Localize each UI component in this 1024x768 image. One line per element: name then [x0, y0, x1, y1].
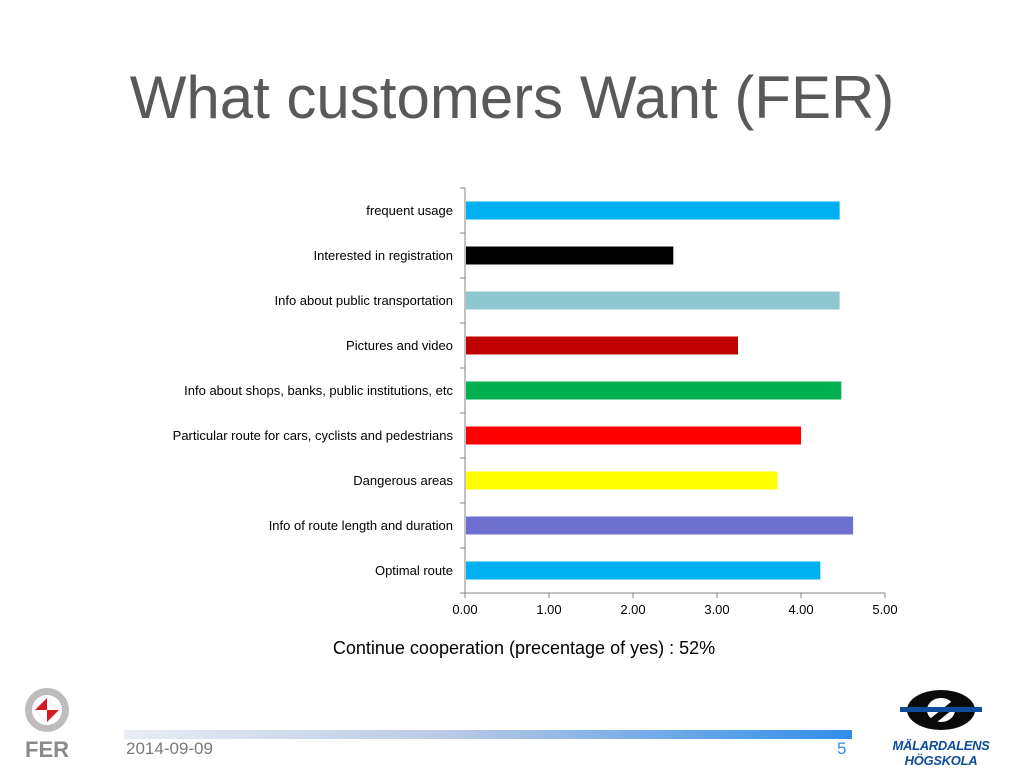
- bar: [466, 516, 854, 535]
- bar: [466, 336, 738, 355]
- category-label: Pictures and video: [346, 338, 453, 353]
- category-label: Info about public transportation: [274, 293, 453, 308]
- x-tick-label: 1.00: [536, 602, 561, 617]
- bar: [466, 246, 674, 265]
- bar: [466, 381, 842, 400]
- category-label: frequent usage: [366, 203, 453, 218]
- category-labels: frequent usage Interested in registration…: [173, 203, 454, 578]
- category-label: Interested in registration: [314, 248, 453, 263]
- x-tick-label: 5.00: [872, 602, 897, 617]
- bar: [466, 291, 840, 310]
- chart-axes: [460, 187, 886, 598]
- mdh-logo: MÄLARDALENS HÖGSKOLA: [862, 688, 1020, 768]
- mdh-logo-text: MÄLARDALENS HÖGSKOLA: [892, 738, 990, 768]
- page-number: 5: [837, 739, 847, 758]
- bar: [466, 426, 801, 445]
- category-label: Dangerous areas: [353, 473, 453, 488]
- cooperation-caption: Continue cooperation (precentage of yes)…: [332, 638, 716, 658]
- x-tick-label: 2.00: [620, 602, 645, 617]
- x-tick-label: 0.00: [452, 602, 477, 617]
- footer-bar: [124, 730, 852, 739]
- slide-date: 2014-09-09: [126, 739, 213, 758]
- x-tick-labels: 0.00 1.00 2.00 3.00 4.00 5.00: [452, 602, 897, 617]
- bar: [466, 471, 778, 490]
- bar: [466, 561, 821, 580]
- category-label: Info of route length and duration: [269, 518, 453, 533]
- fer-logo: FER: [18, 682, 76, 762]
- x-tick-label: 4.00: [788, 602, 813, 617]
- bar: [466, 201, 840, 220]
- fer-logo-text: FER: [25, 737, 69, 762]
- category-label: Particular route for cars, cyclists and …: [173, 428, 454, 443]
- slide-title: What customers Want (FER): [129, 64, 895, 131]
- category-label: Info about shops, banks, public institut…: [184, 383, 453, 398]
- category-label: Optimal route: [375, 563, 453, 578]
- x-tick-label: 3.00: [704, 602, 729, 617]
- chart-bars: [466, 201, 854, 580]
